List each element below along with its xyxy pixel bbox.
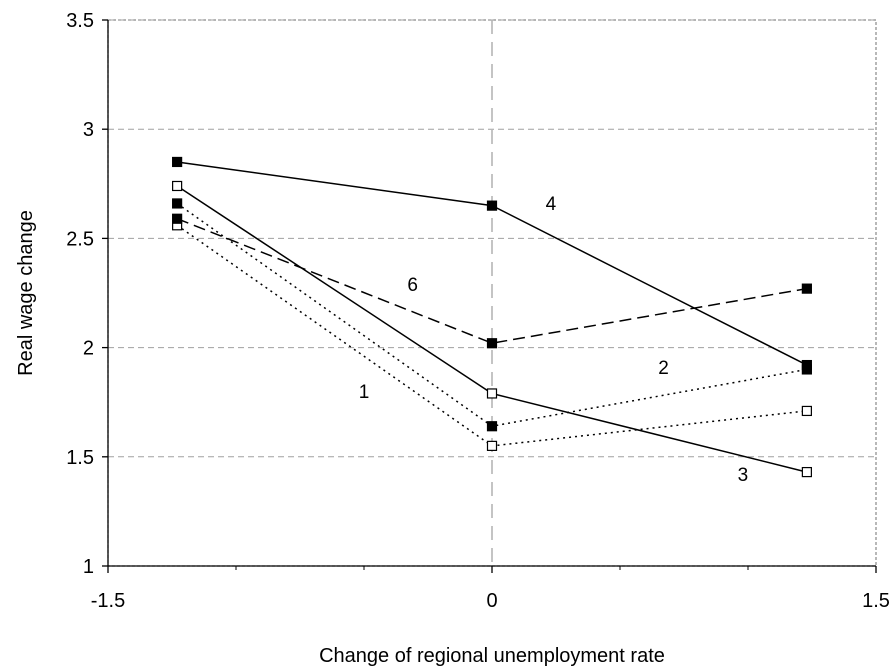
- y-tick-label: 2: [83, 338, 94, 360]
- series-label-6: 6: [407, 275, 418, 296]
- x-tick-label: 0: [486, 590, 497, 612]
- x-tick-label: 1.5: [862, 590, 890, 612]
- data-point-1: [801, 405, 812, 417]
- data-point-6: [486, 338, 498, 349]
- series-group: [172, 156, 812, 478]
- data-point-3: [172, 180, 183, 192]
- series-label-4: 4: [546, 194, 557, 215]
- series-labels: 1 2 3 4 6: [359, 194, 748, 486]
- x-axis-title: Change of regional unemployment rate: [319, 645, 665, 667]
- data-point-2: [172, 198, 183, 209]
- data-point-2: [486, 421, 498, 432]
- y-tick-label: 1.5: [66, 447, 94, 469]
- series-label-2: 2: [658, 358, 669, 379]
- x-tick-label: -1.5: [91, 590, 125, 612]
- y-tick-label: 3.5: [66, 10, 94, 32]
- y-tick-label: 2.5: [66, 228, 94, 250]
- data-point-3: [486, 388, 498, 399]
- data-point-6: [172, 213, 183, 224]
- y-axis-title: Real wage change: [15, 210, 37, 376]
- data-point-1: [486, 440, 498, 451]
- data-point-4: [486, 200, 498, 211]
- y-tick-label: 3: [83, 119, 94, 141]
- series-label-1: 1: [359, 382, 370, 403]
- y-tick-label: 1: [83, 556, 94, 578]
- series-label-3: 3: [738, 465, 749, 486]
- data-point-6: [801, 283, 812, 294]
- data-point-4: [172, 156, 183, 168]
- data-point-3: [801, 466, 812, 478]
- data-point-4: [801, 359, 812, 371]
- series-line-6: [176, 218, 808, 344]
- axes: 1 1.5 2 2.5 3 3.5 -1.5 0 1.5: [66, 10, 890, 612]
